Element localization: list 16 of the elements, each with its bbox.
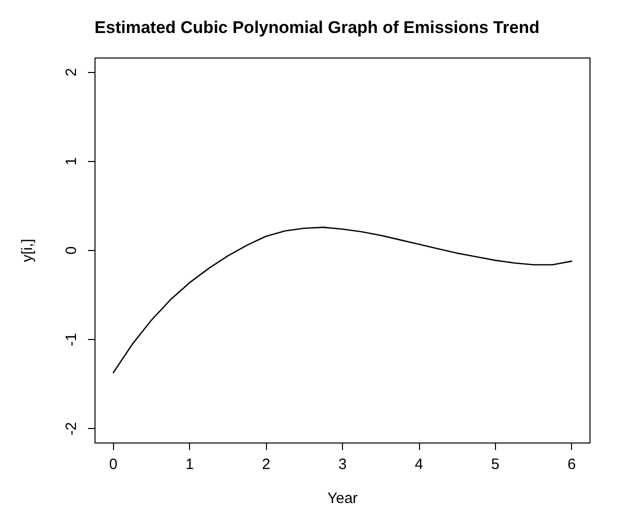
x-tick-label: 2: [262, 456, 270, 473]
x-axis-title: Year: [327, 490, 358, 507]
y-tick-label: -2: [63, 422, 80, 436]
x-tick-label: 4: [414, 456, 424, 473]
y-tick-label: 1: [63, 157, 80, 166]
x-tick-label: 3: [338, 456, 347, 473]
line-series: [112, 226, 572, 374]
x-tick-label: 0: [109, 456, 118, 473]
y-axis-title: y[i,]: [19, 238, 36, 262]
y-tick-label: 0: [63, 246, 80, 255]
y-tick-label: 2: [63, 68, 80, 76]
x-tick-label: 5: [491, 456, 500, 473]
y-tick-label: -1: [63, 332, 80, 346]
x-tick-label: 1: [186, 456, 194, 473]
chart-title: Estimated Cubic Polynomial Graph of Emissions Trend: [94, 18, 540, 37]
x-tick-label: 6: [567, 456, 576, 473]
